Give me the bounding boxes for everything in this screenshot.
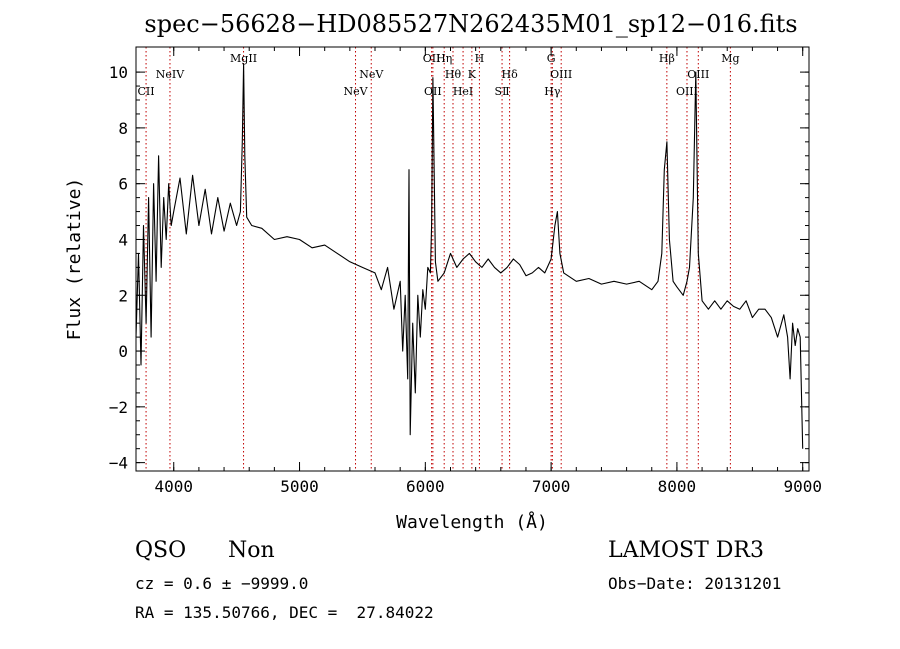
- y-axis-label: Flux (relative): [64, 178, 85, 341]
- line-label-8: Hθ: [445, 68, 462, 81]
- observation-date: Obs−Date: 20131201: [608, 574, 782, 593]
- line-label-10: K: [468, 68, 477, 81]
- y-tick-label-6: 8: [118, 119, 128, 138]
- line-label-12: SⅡ: [495, 85, 510, 98]
- line-label-1: NeIV: [156, 68, 185, 81]
- line-label-19: OIII: [687, 68, 709, 81]
- chart-title: spec−56628−HD085527N262435M01_sp12−016.f…: [144, 10, 797, 38]
- line-label-2: MgII: [230, 52, 257, 65]
- line-label-17: Hβ: [659, 52, 675, 65]
- x-tick-label-0: 4000: [154, 477, 193, 496]
- line-label-15: Hγ: [544, 85, 561, 98]
- line-label-16: OIII: [550, 68, 572, 81]
- y-tick-label-7: 10: [109, 63, 128, 82]
- y-tick-label-3: 2: [118, 286, 128, 305]
- plot-frame: [135, 46, 810, 472]
- x-tick-label-2: 6000: [406, 477, 445, 496]
- y-tick-label-2: 0: [118, 342, 128, 361]
- coordinates-readout: RA = 135.50766, DEC = 27.84022: [135, 603, 434, 622]
- object-subclass: Non: [228, 538, 275, 563]
- redshift-readout: cz = 0.6 ± −9999.0: [135, 574, 309, 593]
- x-tick-label-5: 9000: [783, 477, 822, 496]
- line-label-5: OII: [423, 52, 441, 65]
- spectrum-series: [135, 63, 804, 449]
- x-tick-label-1: 5000: [280, 477, 319, 496]
- line-label-4: NeV: [359, 68, 384, 81]
- line-label-20: Mg: [721, 52, 739, 65]
- object-class: QSO: [135, 538, 187, 563]
- line-label-11: H: [475, 52, 485, 65]
- y-tick-label-1: −2: [109, 398, 128, 417]
- x-axis-label: Wavelength (Å): [396, 511, 548, 533]
- line-label-9: HeI: [453, 85, 473, 98]
- x-tick-label-3: 7000: [532, 477, 571, 496]
- spectrum-line: [135, 63, 804, 449]
- survey-name: LAMOST DR3: [608, 538, 764, 563]
- line-label-14: G: [547, 52, 556, 65]
- line-label-0: CII: [138, 85, 155, 98]
- y-tick-label-5: 6: [118, 175, 128, 194]
- x-tick-label-4: 8000: [658, 477, 697, 496]
- line-label-13: Hδ: [501, 68, 518, 81]
- line-label-18: OIII: [676, 85, 698, 98]
- emission-line-markers: CIINeIVMgIINeVNeVOIIOIIHηHθHeIKHSⅡHδGHγO…: [138, 47, 740, 471]
- line-label-7: Hη: [436, 52, 452, 65]
- y-tick-label-4: 4: [118, 230, 128, 249]
- line-label-3: NeV: [343, 85, 368, 98]
- y-tick-label-0: −4: [109, 454, 128, 473]
- axes: 4000 5000 6000 7000 8000 9000 −4 −2 0 2 4 6 8 10: [109, 47, 822, 496]
